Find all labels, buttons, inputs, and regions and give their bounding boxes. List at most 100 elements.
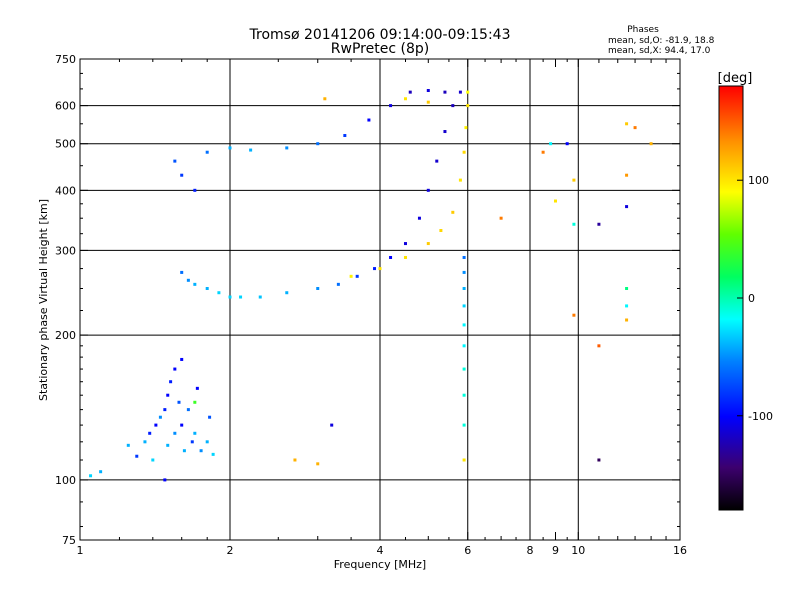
data-point xyxy=(190,440,194,444)
y-tick-label: 75 xyxy=(62,534,76,547)
colorbar-tick-label: -100 xyxy=(748,410,773,423)
phases-line-x: mean, sd,X: 94.4, 17.0 xyxy=(608,46,711,56)
data-point xyxy=(443,90,447,94)
data-point xyxy=(458,178,462,182)
data-point xyxy=(451,210,455,214)
data-point xyxy=(435,159,439,163)
data-point xyxy=(99,470,103,474)
data-point xyxy=(443,130,447,134)
data-point xyxy=(316,462,320,466)
data-point xyxy=(148,431,152,435)
data-point xyxy=(186,408,190,412)
data-point xyxy=(439,228,443,232)
grid-lines xyxy=(80,59,680,540)
data-point xyxy=(458,90,462,94)
data-point xyxy=(195,386,199,390)
data-point xyxy=(426,89,430,93)
data-point xyxy=(553,199,557,203)
y-tick-label: 100 xyxy=(55,474,76,487)
data-point xyxy=(462,344,466,348)
data-point xyxy=(462,393,466,397)
data-point xyxy=(572,178,576,182)
data-point xyxy=(597,458,601,462)
data-point xyxy=(464,126,468,130)
data-point xyxy=(417,216,421,220)
colorbar-tick-label: 0 xyxy=(748,292,755,305)
data-point xyxy=(462,270,466,274)
colorbar-ticks: 100 0 -100 xyxy=(737,174,773,423)
data-point xyxy=(597,344,601,348)
data-point xyxy=(89,474,93,478)
data-point xyxy=(285,146,289,150)
data-point xyxy=(173,367,177,371)
data-point xyxy=(193,188,197,192)
data-point xyxy=(177,400,181,404)
data-point xyxy=(403,97,407,101)
data-point xyxy=(625,205,629,209)
data-point xyxy=(193,400,197,404)
data-points xyxy=(89,89,653,482)
data-point xyxy=(316,142,320,146)
data-point xyxy=(373,267,377,271)
data-point xyxy=(403,255,407,259)
data-point xyxy=(199,449,203,453)
data-point xyxy=(389,104,393,108)
data-point xyxy=(126,443,130,447)
x-tick-label: 8 xyxy=(527,544,534,557)
data-point xyxy=(186,278,190,282)
x-tick-label: 16 xyxy=(673,544,687,557)
data-point xyxy=(466,104,470,108)
data-point xyxy=(166,443,170,447)
data-point xyxy=(163,478,167,482)
x-tick-label: 1 xyxy=(77,544,84,557)
data-point xyxy=(462,150,466,154)
x-tick-label: 2 xyxy=(227,544,234,557)
data-point xyxy=(249,148,253,152)
data-point xyxy=(154,423,158,427)
data-point xyxy=(343,134,347,138)
data-point xyxy=(173,159,177,163)
data-point xyxy=(426,188,430,192)
data-point xyxy=(293,458,297,462)
phases-line-o: mean, sd,O: -81.9, 18.8 xyxy=(608,36,715,46)
data-point xyxy=(625,173,629,177)
data-point xyxy=(285,291,289,295)
data-point xyxy=(135,454,139,458)
data-point xyxy=(462,458,466,462)
data-point xyxy=(228,295,232,299)
data-point xyxy=(625,318,629,322)
y-tick-label: 750 xyxy=(55,53,76,66)
y-axis-label: Stationary phase Virtual Height [km] xyxy=(37,199,50,401)
data-point xyxy=(163,408,167,412)
data-point xyxy=(336,282,340,286)
data-point xyxy=(208,415,212,419)
data-point xyxy=(193,431,197,435)
data-point xyxy=(166,393,170,397)
data-point xyxy=(499,216,503,220)
data-point xyxy=(462,423,466,427)
data-point xyxy=(349,274,353,278)
data-point xyxy=(572,222,576,226)
data-point xyxy=(180,423,184,427)
data-point xyxy=(625,122,629,126)
data-point xyxy=(403,242,407,246)
data-point xyxy=(426,100,430,104)
data-point xyxy=(205,440,209,444)
data-point xyxy=(549,142,553,146)
y-tick-label: 500 xyxy=(55,138,76,151)
data-point xyxy=(211,452,215,456)
data-point xyxy=(180,357,184,361)
data-point xyxy=(426,242,430,246)
x-axis-label: Frequency [MHz] xyxy=(334,558,426,571)
y-tick-label: 400 xyxy=(55,184,76,197)
data-point xyxy=(466,90,470,94)
data-point xyxy=(625,286,629,290)
data-point xyxy=(565,142,569,146)
data-point xyxy=(180,173,184,177)
data-point xyxy=(323,97,327,101)
data-point xyxy=(205,286,209,290)
data-point xyxy=(597,222,601,226)
data-point xyxy=(228,146,232,150)
data-point xyxy=(367,118,371,122)
x-tick-label: 10 xyxy=(571,544,585,557)
